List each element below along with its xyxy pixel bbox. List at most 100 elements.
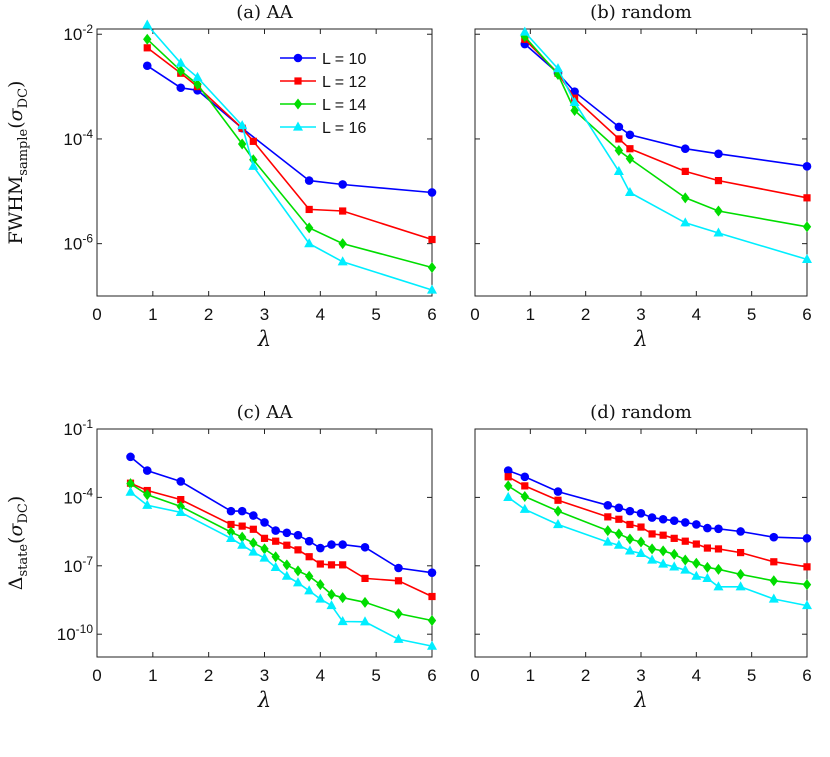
data-point [142, 61, 152, 71]
series-l10 [503, 466, 812, 543]
data-point [327, 540, 336, 549]
data-point [503, 466, 513, 475]
data-point [626, 145, 634, 153]
data-point [680, 144, 690, 154]
data-point [282, 559, 292, 571]
data-point [624, 186, 635, 197]
data-point [248, 546, 259, 556]
legend-label: L = 16 [322, 120, 366, 137]
data-point [714, 545, 723, 553]
data-point [735, 581, 746, 591]
data-point [680, 217, 691, 227]
data-point [339, 561, 347, 569]
data-point [249, 525, 257, 533]
data-point [283, 541, 291, 549]
data-point [126, 452, 135, 462]
series-line [507, 496, 808, 607]
x-tick-label: 2 [581, 305, 590, 324]
data-point [625, 533, 635, 545]
data-point [769, 575, 778, 587]
data-point [519, 26, 530, 36]
data-point [613, 539, 624, 549]
legend-marker [293, 53, 303, 63]
legend-label: L = 14 [322, 97, 366, 114]
x-tick-label: 1 [148, 305, 157, 324]
data-point [803, 194, 811, 202]
data-point [316, 579, 325, 591]
x-tick-label: 2 [581, 666, 590, 685]
data-point [504, 473, 512, 481]
axes-box [96, 428, 433, 658]
data-point [769, 532, 779, 542]
series-line [130, 483, 433, 622]
data-point [802, 579, 812, 591]
data-point [394, 563, 403, 573]
data-point [126, 478, 135, 490]
data-point [260, 534, 269, 542]
data-point [669, 561, 680, 571]
data-point [192, 71, 203, 81]
data-point [272, 537, 280, 545]
data-point [658, 558, 669, 568]
series-line [524, 43, 808, 168]
data-point [659, 531, 667, 539]
x-tick-label: 2 [204, 305, 213, 324]
series-l16 [519, 26, 812, 264]
data-point [248, 160, 259, 170]
data-point [428, 592, 436, 601]
data-point [770, 558, 778, 566]
data-point [737, 548, 745, 557]
data-point [520, 490, 529, 502]
data-point [714, 563, 723, 575]
data-point [636, 536, 646, 548]
data-point [624, 545, 635, 555]
data-point [316, 543, 325, 553]
data-point [237, 531, 247, 543]
data-point [338, 592, 347, 604]
y-tick-label: 10-4 [63, 485, 93, 507]
data-point [249, 537, 258, 549]
series-l14 [504, 480, 812, 591]
data-point [554, 496, 562, 504]
x-tick-label: 4 [316, 305, 325, 324]
series-l14 [126, 478, 437, 626]
data-point [625, 506, 635, 516]
data-point [360, 616, 370, 626]
data-point [714, 177, 723, 185]
data-point [226, 506, 236, 516]
data-point [227, 520, 235, 529]
x-tick-label: 2 [204, 666, 213, 685]
data-point [614, 503, 624, 513]
data-point [304, 536, 314, 546]
data-point [702, 572, 713, 583]
x-tick-label: 4 [692, 305, 701, 324]
y-tick-label: 10-6 [63, 232, 93, 254]
y-tick-label: 10-2 [63, 22, 93, 44]
data-point [393, 633, 404, 643]
data-point [142, 466, 152, 475]
data-point [270, 561, 281, 572]
data-point [338, 540, 347, 549]
x-tick-label: 5 [371, 666, 380, 685]
data-point [282, 528, 292, 538]
x-tick-label: 6 [427, 305, 436, 324]
data-point [614, 122, 624, 132]
data-point [143, 33, 152, 45]
data-point [713, 581, 724, 591]
data-point [714, 524, 723, 534]
data-point [648, 530, 656, 538]
series-l12 [521, 35, 811, 202]
data-point [615, 135, 623, 143]
data-point [238, 522, 246, 530]
series-l12 [504, 473, 811, 571]
data-point [175, 506, 186, 516]
data-point [503, 491, 514, 501]
x-tick-label: 1 [148, 666, 157, 685]
legend-label: L = 12 [322, 74, 366, 91]
data-point [647, 543, 657, 555]
data-point [658, 514, 668, 524]
series-line [146, 38, 433, 269]
data-point [394, 577, 403, 585]
data-point [142, 499, 153, 509]
series-line [524, 36, 808, 228]
